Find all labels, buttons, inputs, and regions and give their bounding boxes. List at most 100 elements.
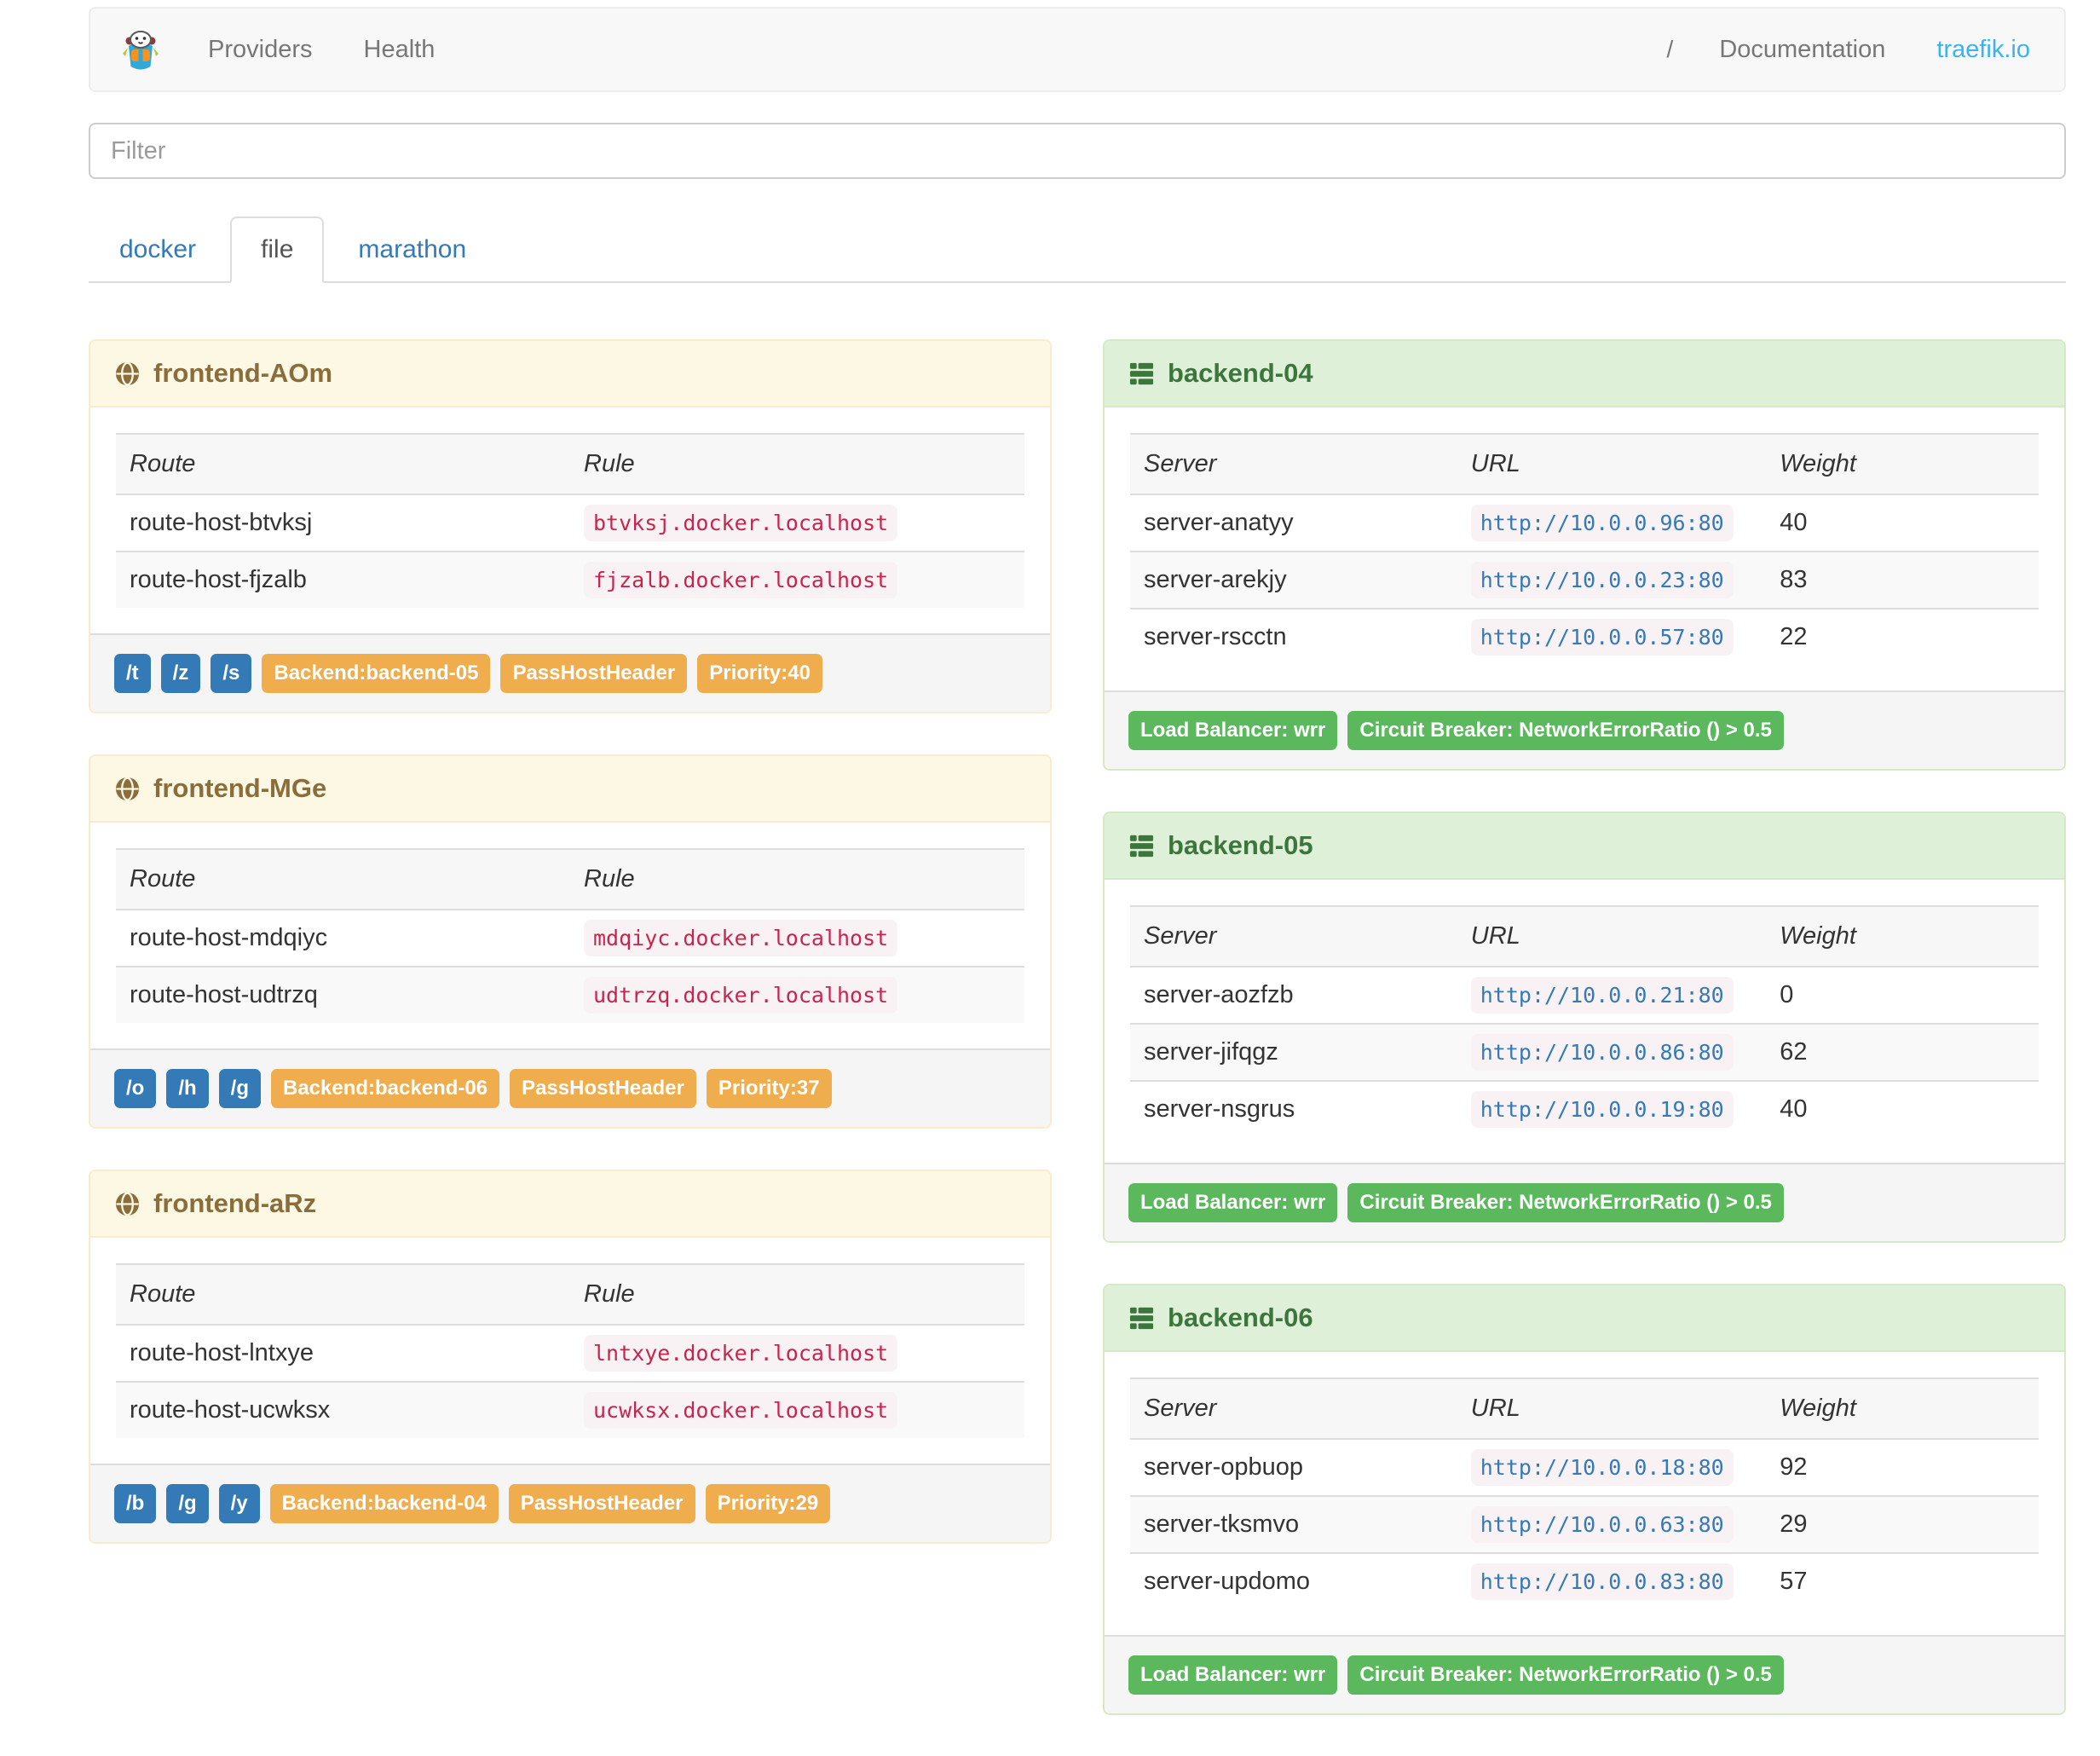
url-cell: http://10.0.0.96:80 <box>1457 494 1767 552</box>
frontend-table: Route Rule route-host-mdqiyc mdqiyc.docker.… <box>116 848 1024 1023</box>
table-row: server-updomo http://10.0.0.83:80 57 <box>1130 1552 2039 1609</box>
rule-cell: mdqiyc.docker.localhost <box>570 909 1024 967</box>
tab-file[interactable]: file <box>230 217 325 283</box>
priority-badge: Priority:29 <box>705 1484 831 1523</box>
nav-providers-link[interactable]: Providers <box>208 35 313 63</box>
server-cell: server-tksmvo <box>1130 1495 1457 1553</box>
backend-card: backend-04 Server URL Weight server-anatyy ht… <box>1103 339 2066 771</box>
table-row: server-opbuop http://10.0.0.18:80 92 <box>1130 1438 2039 1496</box>
server-url-link[interactable]: http://10.0.0.86:80 <box>1470 1034 1734 1071</box>
load-balancer-badge: Load Balancer: wrr <box>1128 711 1338 750</box>
nav-traefik-io-link[interactable]: traefik.io <box>1936 35 2030 63</box>
globe-icon <box>114 361 141 387</box>
circuit-breaker-badge: Circuit Breaker: NetworkErrorRatio () > … <box>1347 1183 1784 1222</box>
table-row: route-host-btvksj btvksj.docker.localhost <box>116 494 1024 552</box>
passhostheader-badge: PassHostHeader <box>500 654 688 693</box>
server-url-link[interactable]: http://10.0.0.63:80 <box>1470 1506 1734 1543</box>
server-url-link[interactable]: http://10.0.0.23:80 <box>1470 562 1734 598</box>
table-row: server-nsgrus http://10.0.0.19:80 40 <box>1130 1080 2039 1137</box>
circuit-breaker-badge: Circuit Breaker: NetworkErrorRatio () > … <box>1347 1655 1784 1695</box>
backend-card-body: Server URL Weight server-aozfzb http://10.0.… <box>1105 880 2064 1163</box>
table-header-row: Route Rule <box>116 433 1024 494</box>
url-cell: http://10.0.0.23:80 <box>1457 551 1767 609</box>
frontend-table: Route Rule route-host-btvksj btvksj.docker.… <box>116 433 1024 608</box>
tab-docker[interactable]: docker <box>119 235 197 263</box>
weight-cell: 92 <box>1766 1438 2039 1496</box>
navbar-left: Providers Health <box>99 9 460 90</box>
weight-cell: 40 <box>1766 1080 2039 1137</box>
nav-health-link[interactable]: Health <box>363 35 436 63</box>
backend-card-footer: Load Balancer: wrr Circuit Breaker: Netwo… <box>1105 1635 2064 1713</box>
backend-card-header: backend-05 <box>1105 813 2064 880</box>
column-header-route: Route <box>116 433 570 494</box>
weight-cell: 22 <box>1766 608 2039 665</box>
tab-marathon[interactable]: marathon <box>358 235 467 263</box>
table-row: route-host-mdqiyc mdqiyc.docker.localhost <box>116 909 1024 967</box>
server-cell: server-aozfzb <box>1130 966 1457 1024</box>
rule-cell: udtrzq.docker.localhost <box>570 966 1024 1023</box>
rule-host-code: btvksj.docker.localhost <box>584 505 898 541</box>
server-url-link[interactable]: http://10.0.0.19:80 <box>1470 1091 1734 1128</box>
frontend-card-body: Route Rule route-host-mdqiyc mdqiyc.docker.… <box>90 823 1050 1048</box>
rule-cell: lntxye.docker.localhost <box>570 1324 1024 1382</box>
url-cell: http://10.0.0.83:80 <box>1457 1552 1767 1609</box>
url-cell: http://10.0.0.21:80 <box>1457 966 1767 1024</box>
weight-cell: 40 <box>1766 494 2039 552</box>
navbar: Providers Health / Documentation traefik… <box>89 7 2066 92</box>
backend-card-footer: Load Balancer: wrr Circuit Breaker: Netwo… <box>1105 690 2064 769</box>
weight-cell: 0 <box>1766 966 2039 1024</box>
entrypoint-badge: /s <box>211 654 252 693</box>
backend-card-header: backend-04 <box>1105 341 2064 407</box>
rule-cell: fjzalb.docker.localhost <box>570 551 1024 608</box>
frontend-card-footer: /t/z/s Backend:backend-05 PassHostHeader Pr… <box>90 633 1050 712</box>
server-cell: server-updomo <box>1130 1552 1457 1609</box>
rule-host-code: ucwksx.docker.localhost <box>584 1392 898 1429</box>
frontend-card-body: Route Rule route-host-btvksj btvksj.docker.… <box>90 407 1050 633</box>
backend-card-header: backend-06 <box>1105 1285 2064 1352</box>
backends-column: backend-04 Server URL Weight server-anatyy ht… <box>1103 339 2066 1756</box>
server-url-link[interactable]: http://10.0.0.57:80 <box>1470 619 1734 656</box>
server-icon <box>1128 361 1155 387</box>
table-header-row: Server URL Weight <box>1130 905 2039 967</box>
table-row: route-host-fjzalb fjzalb.docker.localhost <box>116 551 1024 608</box>
traefik-mascot-icon[interactable] <box>99 26 182 72</box>
table-row: server-jifqgz http://10.0.0.86:80 62 <box>1130 1023 2039 1081</box>
server-url-link[interactable]: http://10.0.0.18:80 <box>1470 1449 1734 1486</box>
frontends-column: frontend-AOm Route Rule route-host-btvksj bt… <box>89 339 1052 1585</box>
filter-input[interactable] <box>89 123 2066 179</box>
rule-host-code: mdqiyc.docker.localhost <box>584 920 898 956</box>
server-url-link[interactable]: http://10.0.0.83:80 <box>1470 1563 1734 1600</box>
entrypoint-badge: /b <box>114 1484 157 1523</box>
table-row: route-host-ucwksx ucwksx.docker.localhost <box>116 1381 1024 1438</box>
rule-cell: btvksj.docker.localhost <box>570 494 1024 552</box>
frontend-card-header: frontend-AOm <box>90 341 1050 407</box>
passhostheader-badge: PassHostHeader <box>508 1484 695 1523</box>
server-cell: server-arekjy <box>1130 551 1457 609</box>
frontend-card-header: frontend-aRz <box>90 1171 1050 1238</box>
route-cell: route-host-mdqiyc <box>116 909 570 967</box>
entrypoint-badge: /o <box>114 1069 157 1108</box>
weight-cell: 29 <box>1766 1495 2039 1553</box>
server-url-link[interactable]: http://10.0.0.96:80 <box>1470 505 1734 541</box>
server-url-link[interactable]: http://10.0.0.21:80 <box>1470 977 1734 1014</box>
route-cell: route-host-ucwksx <box>116 1381 570 1438</box>
circuit-breaker-badge: Circuit Breaker: NetworkErrorRatio () > … <box>1347 711 1784 750</box>
frontend-title: frontend-aRz <box>153 1188 317 1218</box>
url-cell: http://10.0.0.57:80 <box>1457 608 1767 665</box>
frontend-title: frontend-MGe <box>153 773 327 803</box>
backend-ref-badge: Backend:backend-06 <box>270 1069 500 1108</box>
nav-documentation-link[interactable]: Documentation <box>1719 35 1886 63</box>
column-header-rule: Rule <box>570 1263 1024 1325</box>
server-icon <box>1128 1305 1155 1331</box>
backend-ref-badge: Backend:backend-05 <box>262 654 491 693</box>
table-header-row: Route Rule <box>116 1263 1024 1325</box>
url-cell: http://10.0.0.86:80 <box>1457 1023 1767 1081</box>
rule-cell: ucwksx.docker.localhost <box>570 1381 1024 1438</box>
weight-cell: 62 <box>1766 1023 2039 1081</box>
table-row: server-anatyy http://10.0.0.96:80 40 <box>1130 494 2039 552</box>
column-header-route: Route <box>116 1263 570 1325</box>
column-header-route: Route <box>116 848 570 910</box>
frontend-card-footer: /o/h/g Backend:backend-06 PassHostHeader Pr… <box>90 1048 1050 1127</box>
route-cell: route-host-btvksj <box>116 494 570 552</box>
